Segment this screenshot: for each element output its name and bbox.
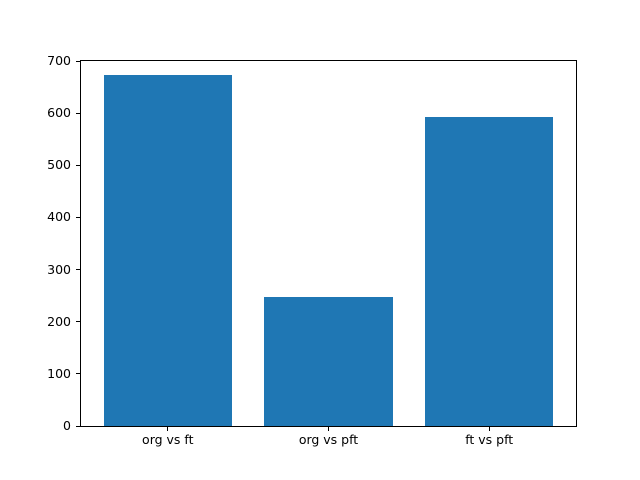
y-tick-mark bbox=[76, 425, 80, 427]
plot-area: 0 100 200 300 400 500 600 700 org vs ft org vs pf… bbox=[47, 54, 577, 446]
bar bbox=[424, 117, 554, 426]
x-tick-mark bbox=[488, 427, 490, 431]
x-tick-label: ft vs pft bbox=[465, 432, 514, 447]
bar bbox=[264, 296, 393, 426]
y-tick-mark bbox=[76, 216, 80, 218]
y-tick-label: 100 bbox=[47, 365, 71, 381]
x-tick-label: org vs ft bbox=[142, 432, 194, 447]
y-tick-mark bbox=[76, 269, 80, 271]
y-tick-mark bbox=[76, 112, 80, 114]
bar bbox=[103, 74, 233, 426]
y-tick-label: 500 bbox=[47, 157, 71, 173]
y-tick-mark bbox=[76, 164, 80, 166]
y-tick-mark bbox=[76, 60, 80, 62]
x-tick-label: org vs pft bbox=[298, 432, 359, 447]
y-tick-label: 700 bbox=[47, 52, 71, 68]
y-tick-mark bbox=[76, 373, 80, 375]
y-tick-label: 200 bbox=[47, 313, 71, 329]
y-tick-mark bbox=[76, 321, 80, 323]
y-tick-label: 300 bbox=[47, 261, 71, 277]
y-tick-label: 600 bbox=[47, 104, 71, 120]
y-tick-label: 400 bbox=[47, 209, 71, 225]
x-tick-mark bbox=[167, 427, 169, 431]
x-tick-mark bbox=[328, 427, 329, 431]
y-tick-label: 0 bbox=[63, 417, 71, 433]
